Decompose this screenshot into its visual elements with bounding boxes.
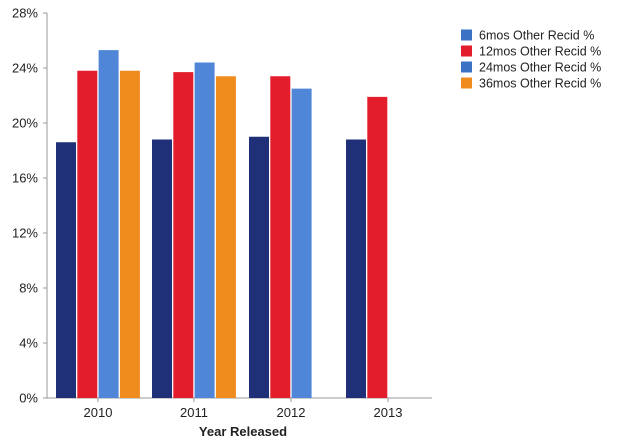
bar-2012-series-2	[270, 76, 291, 398]
legend-label: 24mos Other Recid %	[479, 61, 601, 75]
bar-2010-series-4	[119, 70, 140, 398]
legend-item: 12mos Other Recid %	[461, 45, 601, 59]
y-tick-label: 28%	[12, 6, 38, 21]
bar-2011-series-3	[194, 62, 215, 398]
legend-swatch	[461, 61, 472, 73]
y-tick-label: 12%	[12, 226, 38, 241]
y-tick-label: 24%	[12, 61, 38, 76]
x-tick-label: 2010	[84, 405, 113, 420]
y-tick-label: 20%	[12, 116, 38, 131]
bar-2011-series-4	[215, 76, 236, 398]
legend: 6mos Other Recid % 12mos Other Recid % 24m…	[461, 29, 601, 91]
legend-label: 6mos Other Recid %	[479, 29, 594, 43]
legend-swatch	[461, 29, 472, 41]
bar-2010-series-1	[56, 142, 76, 398]
y-tick-label: 4%	[19, 336, 38, 351]
bar-2010-series-3	[98, 50, 119, 398]
bar-2012-series-3	[291, 88, 312, 398]
legend-item: 36mos Other Recid %	[461, 77, 601, 91]
bar-2013-series-2	[367, 96, 388, 398]
x-tick-label: 2012	[277, 405, 306, 420]
legend-label: 36mos Other Recid %	[479, 77, 601, 91]
y-tick-label: 16%	[12, 171, 38, 186]
x-tick-label: 2011	[180, 405, 208, 420]
x-tick-label: 2013	[374, 405, 403, 420]
bar-2012-series-1	[249, 136, 269, 398]
y-axis: 0% 4% 8% 12% 16% 20% 24% 28%	[12, 6, 48, 406]
x-axis-title: Year Released	[199, 424, 287, 439]
bar-2011-series-1	[152, 139, 172, 398]
x-axis: 2010 2011 2012 2013	[47, 397, 432, 420]
bar-2010-series-2	[77, 70, 98, 398]
bars	[56, 50, 388, 398]
legend-swatch	[461, 45, 472, 57]
legend-item: 6mos Other Recid %	[461, 29, 594, 43]
legend-label: 12mos Other Recid %	[479, 45, 601, 59]
legend-item: 24mos Other Recid %	[461, 61, 601, 75]
bar-2011-series-2	[173, 72, 194, 398]
y-tick-label: 8%	[19, 281, 38, 296]
legend-swatch	[461, 77, 472, 89]
y-tick-label: 0%	[19, 391, 38, 406]
bar-2013-series-1	[346, 139, 366, 398]
